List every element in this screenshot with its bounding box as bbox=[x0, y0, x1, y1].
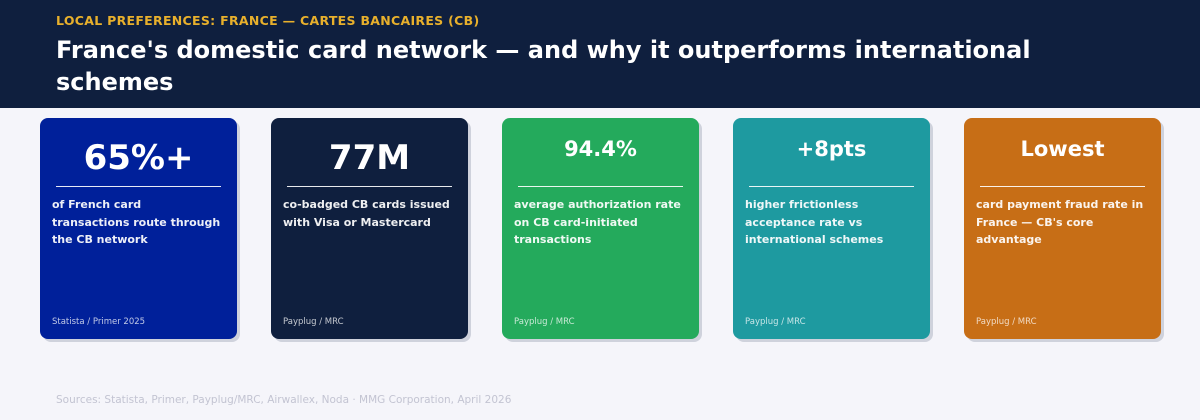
divider bbox=[56, 186, 221, 187]
header-banner: LOCAL PREFERENCES: FRANCE — CARTES BANCA… bbox=[0, 0, 1200, 108]
stat-value: +8pts bbox=[796, 137, 867, 161]
stat-description: higher frictionless acceptance rate vs i… bbox=[745, 198, 884, 246]
stat-description: card payment fraud rate in France — CB's… bbox=[976, 198, 1144, 246]
divider bbox=[287, 186, 452, 187]
stat-card-authorization-rate: 94.4% average authorization rate on CB c… bbox=[502, 118, 699, 339]
stat-description: co-badged CB cards issued with Visa or M… bbox=[283, 198, 450, 229]
stat-source: Statista / Primer 2025 bbox=[52, 317, 146, 327]
sources-footer: Sources: Statista, Primer, Payplug/MRC, … bbox=[56, 394, 512, 406]
stat-card-co-badged: 77M co-badged CB cards issued with Visa … bbox=[271, 118, 468, 339]
divider bbox=[749, 186, 914, 187]
eyebrow-label: LOCAL PREFERENCES: FRANCE — CARTES BANCA… bbox=[56, 13, 480, 28]
stat-description: of French card transactions route throug… bbox=[52, 198, 221, 246]
stat-source: Payplug / MRC bbox=[283, 317, 344, 327]
stat-card-frictionless: +8pts higher frictionless acceptance rat… bbox=[733, 118, 930, 339]
divider bbox=[980, 186, 1145, 187]
stat-source: Payplug / MRC bbox=[976, 317, 1037, 327]
divider bbox=[518, 186, 683, 187]
stat-card-fraud-rate: Lowest card payment fraud rate in France… bbox=[964, 118, 1161, 339]
stat-value: 65%+ bbox=[83, 138, 194, 178]
stat-value: Lowest bbox=[1020, 137, 1105, 161]
stat-card-cb-share: 65%+ of French card transactions route t… bbox=[40, 118, 237, 339]
stat-source: Payplug / MRC bbox=[514, 317, 575, 327]
stat-cards: 65%+ of French card transactions route t… bbox=[40, 118, 1161, 339]
stat-source: Payplug / MRC bbox=[745, 317, 806, 327]
stat-value: 77M bbox=[328, 138, 411, 178]
page-title: France's domestic card network — and why… bbox=[56, 36, 1031, 96]
stat-value: 94.4% bbox=[564, 137, 637, 161]
stat-description: average authorization rate on CB card-in… bbox=[514, 198, 681, 246]
